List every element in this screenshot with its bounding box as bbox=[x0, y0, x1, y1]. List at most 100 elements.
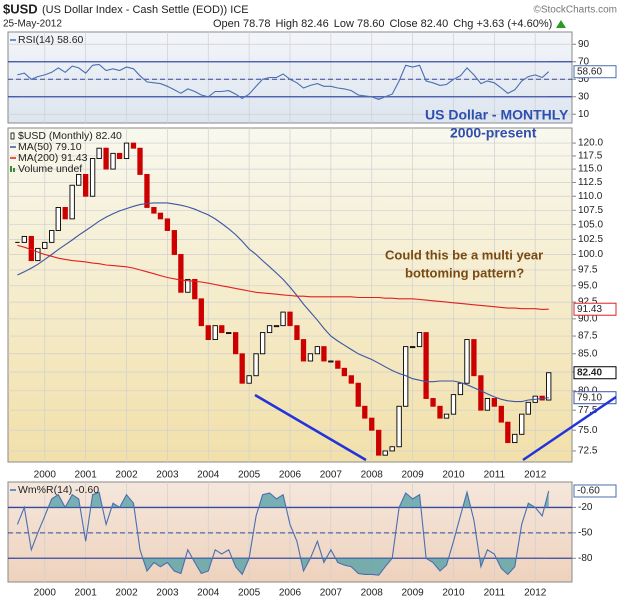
candle bbox=[130, 142, 137, 149]
candle bbox=[103, 147, 109, 170]
drawn-trendline bbox=[522, 395, 617, 462]
drawn-trendline bbox=[254, 393, 367, 462]
candle bbox=[321, 346, 327, 362]
last-value-label: -0.60 bbox=[577, 486, 600, 497]
candle bbox=[464, 339, 470, 384]
x-tick-label: 2001 bbox=[75, 588, 98, 599]
candle bbox=[287, 311, 293, 327]
candle bbox=[21, 235, 27, 243]
candle bbox=[369, 417, 375, 431]
candle bbox=[519, 413, 525, 435]
candle bbox=[505, 421, 511, 444]
candle bbox=[157, 212, 164, 220]
x-tick-label: 2009 bbox=[401, 588, 424, 599]
candle bbox=[198, 298, 204, 327]
y-tick-label: 70 bbox=[578, 56, 590, 67]
symbol-name: (US Dollar Index - Cash Settle (EOD)) IC… bbox=[42, 4, 249, 16]
band-fill bbox=[17, 558, 549, 576]
x-tick-label: 2009 bbox=[401, 470, 424, 481]
candle bbox=[478, 375, 484, 411]
y-tick-label: 72.5 bbox=[578, 446, 598, 457]
x-tick-label: 2011 bbox=[484, 470, 506, 481]
series-line bbox=[17, 244, 549, 310]
y-tick-label: 90 bbox=[578, 39, 590, 50]
legend-label: MA(50) 79.10 bbox=[18, 141, 82, 153]
x-tick-label: 2010 bbox=[442, 588, 465, 599]
band-fill bbox=[24, 491, 549, 508]
y-tick-label: 112.5 bbox=[578, 177, 603, 188]
candle bbox=[116, 152, 123, 160]
x-tick-label: 2003 bbox=[156, 588, 179, 599]
candle bbox=[205, 325, 211, 341]
last-value-box bbox=[573, 366, 617, 380]
candle bbox=[498, 405, 504, 423]
y-tick-label: 10 bbox=[578, 109, 590, 120]
y-tick-label: 102.5 bbox=[578, 234, 603, 245]
candle bbox=[376, 429, 382, 456]
legend-label: MA(200) 91.43 bbox=[18, 152, 88, 164]
candle bbox=[409, 346, 416, 349]
candle bbox=[484, 398, 491, 411]
x-tick-label: 2005 bbox=[238, 470, 261, 481]
y-tick-label: 120.0 bbox=[578, 138, 603, 149]
x-tick-label: 2000 bbox=[34, 470, 57, 481]
y-tick-label: 80.0 bbox=[578, 385, 598, 396]
candle bbox=[62, 207, 68, 220]
last-value-box bbox=[573, 484, 617, 498]
candle bbox=[164, 218, 171, 231]
y-tick-label: 107.5 bbox=[578, 205, 603, 216]
annotation: US Dollar - MONTHLY bbox=[425, 107, 569, 123]
candle bbox=[212, 325, 218, 341]
candle bbox=[42, 241, 48, 249]
candle bbox=[266, 325, 273, 334]
candle bbox=[355, 382, 361, 407]
candle bbox=[362, 405, 368, 419]
x-tick-label: 2008 bbox=[361, 588, 384, 599]
x-tick-label: 2002 bbox=[115, 470, 138, 481]
y-tick-label: 87.5 bbox=[578, 331, 598, 342]
credit: ©StockCharts.com bbox=[533, 5, 617, 16]
candle bbox=[525, 401, 531, 415]
x-tick-label: 2003 bbox=[156, 470, 179, 481]
y-tick-label: 115.0 bbox=[578, 164, 603, 175]
y-tick-label: 90.0 bbox=[578, 313, 598, 324]
candle bbox=[55, 207, 61, 231]
legend-label: RSI(14) 58.60 bbox=[18, 34, 84, 46]
candle bbox=[192, 278, 198, 300]
up-arrow bbox=[556, 20, 566, 28]
legend-icon bbox=[13, 168, 15, 172]
y-tick-label: 92.5 bbox=[578, 297, 598, 308]
candle bbox=[89, 158, 96, 197]
low: Low 78.60 bbox=[334, 18, 385, 30]
candle bbox=[76, 173, 82, 186]
candle bbox=[396, 405, 402, 448]
legend-label: Wm%R(14) -0.60 bbox=[18, 484, 99, 496]
legend-icon bbox=[10, 166, 12, 172]
x-tick-label: 2006 bbox=[279, 470, 302, 481]
candle bbox=[69, 184, 75, 220]
candle bbox=[300, 339, 307, 362]
candle bbox=[512, 433, 518, 444]
last-value-box bbox=[573, 65, 617, 79]
candle bbox=[226, 332, 232, 335]
candle bbox=[253, 353, 259, 377]
candle bbox=[314, 346, 321, 355]
candle bbox=[328, 360, 334, 363]
high: High 82.46 bbox=[276, 18, 329, 30]
y-tick-label: -50 bbox=[578, 527, 593, 538]
x-tick-label: 2001 bbox=[75, 470, 98, 481]
y-tick-label: 105.0 bbox=[578, 219, 603, 230]
series-line bbox=[16, 490, 550, 576]
open: Open 78.78 bbox=[213, 18, 271, 30]
candle bbox=[171, 230, 177, 255]
candle bbox=[423, 332, 429, 399]
y-tick-label: 100.0 bbox=[578, 249, 603, 260]
y-tick-label: 50 bbox=[578, 74, 590, 85]
candle bbox=[307, 353, 314, 362]
candle bbox=[546, 372, 552, 401]
candle bbox=[144, 173, 150, 208]
legend-icon bbox=[10, 132, 15, 140]
candle bbox=[239, 353, 245, 384]
x-tick-label: 2000 bbox=[34, 588, 57, 599]
